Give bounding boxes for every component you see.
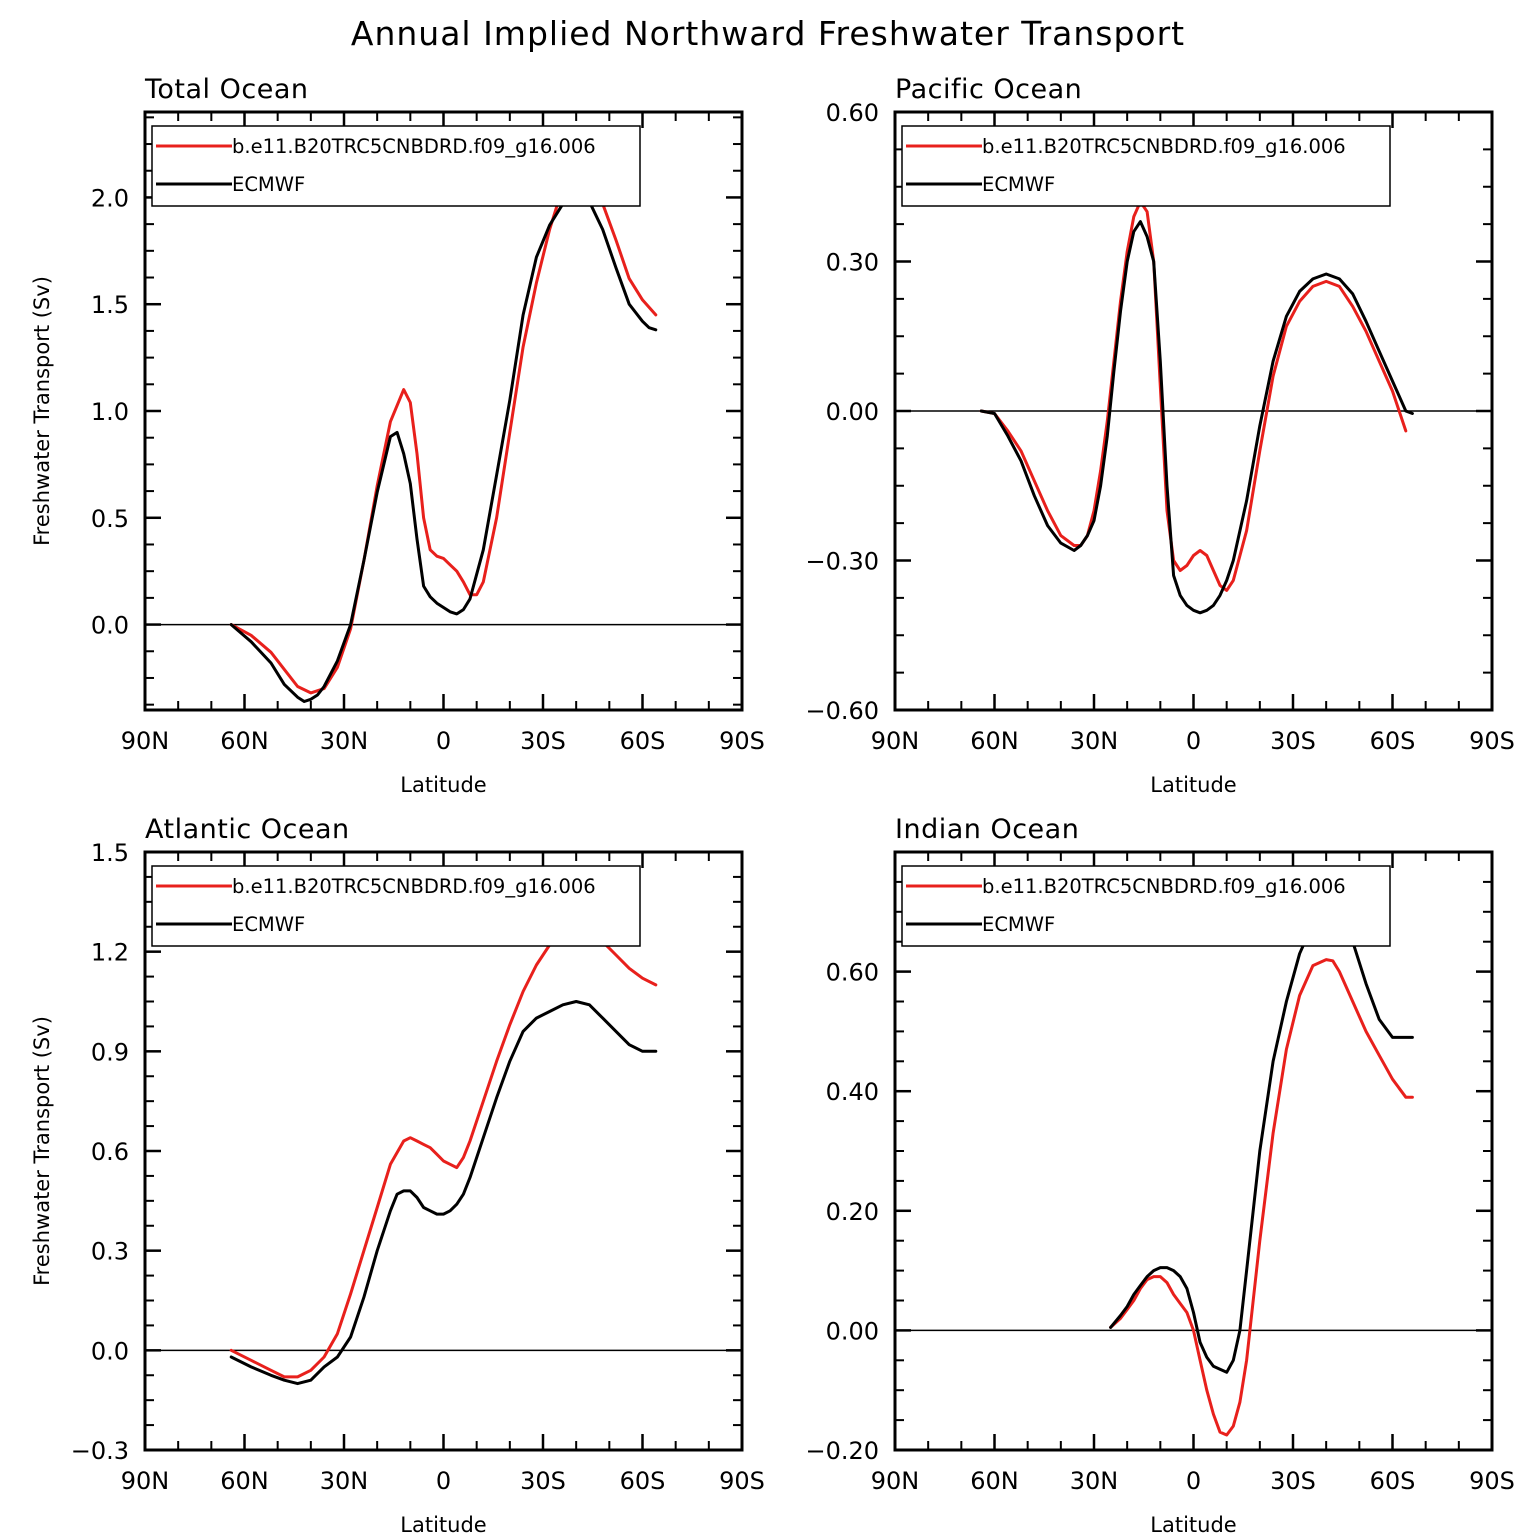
- y-tick-label: 0.60: [826, 959, 879, 987]
- legend-box: [901, 865, 1391, 947]
- plot-frame: [893, 850, 1494, 1452]
- plot-frame: [143, 110, 744, 712]
- series-line-0: [229, 161, 658, 695]
- y-tick-label: 0.00: [826, 1317, 879, 1345]
- panel-title: Atlantic Ocean: [145, 814, 350, 845]
- panel-2: Atlantic Ocean 90N 60N 30N 0 30S 60S 90S −0.3 0.0…: [30, 814, 765, 1536]
- x-tick-label: 90S: [719, 1467, 765, 1495]
- y-tick-label: 0.5: [91, 505, 129, 533]
- panel-1: Pacific Ocean 90N 60N 30N 0 30S 60S 90S −0.60 −0.…: [805, 74, 1514, 797]
- y-tick-label: 1.5: [91, 291, 129, 319]
- x-axis-label: Latitude: [1150, 1513, 1236, 1536]
- series-line-0: [229, 923, 658, 1379]
- y-tick-label: 0.00: [826, 398, 879, 426]
- y-tick-label: 0.6: [91, 1138, 129, 1166]
- panel-title: Pacific Ocean: [895, 74, 1082, 105]
- legend-box: [901, 125, 1391, 207]
- series-line-1: [1109, 904, 1414, 1374]
- x-tick-label: 0: [436, 1467, 451, 1495]
- x-tick-label: 30S: [520, 1467, 566, 1495]
- x-axis-label: Latitude: [400, 773, 486, 797]
- x-tick-label: 0: [1186, 727, 1201, 755]
- x-tick-label: 90S: [1469, 1467, 1515, 1495]
- series-line-0: [1109, 958, 1414, 1437]
- x-tick-label: 0: [1186, 1467, 1201, 1495]
- panel-0: Total Ocean 90N 60N 30N 0 30S 60S 90S 0.0 0.5 1.0 1…: [30, 74, 765, 797]
- x-tick-label: 90S: [719, 727, 765, 755]
- x-tick-label: 30N: [320, 1467, 369, 1495]
- y-tick-label: 1.0: [91, 398, 129, 426]
- series-line-0: [979, 200, 1408, 592]
- x-tick-label: 90N: [121, 727, 170, 755]
- x-axis-label: Latitude: [400, 1513, 486, 1536]
- y-tick-label: 0.0: [91, 612, 129, 640]
- y-tick-label: 0.40: [826, 1078, 879, 1106]
- legend-label: ECMWF: [232, 173, 305, 196]
- x-tick-label: 30N: [1070, 727, 1119, 755]
- x-tick-label: 60N: [970, 727, 1019, 755]
- series-line-1: [979, 220, 1414, 615]
- y-tick-label: 0.20: [826, 1198, 879, 1226]
- series-line-1: [229, 193, 658, 703]
- legend-box: [151, 865, 641, 947]
- x-tick-label: 60N: [970, 1467, 1019, 1495]
- legend-label: b.e11.B20TRC5CNBDRD.f09_g16.006: [982, 875, 1346, 898]
- y-tick-label: −0.20: [805, 1437, 879, 1465]
- figure-title: Annual Implied Northward Freshwater Tran…: [351, 14, 1185, 53]
- y-tick-label: 0.3: [91, 1238, 129, 1266]
- y-tick-label: 1.2: [91, 939, 129, 967]
- y-tick-label: 0.0: [91, 1337, 129, 1365]
- y-axis-label: Freshwater Transport (Sv): [30, 276, 54, 546]
- legend-label: ECMWF: [982, 173, 1055, 196]
- y-tick-label: −0.60: [805, 697, 879, 725]
- y-tick-label: −0.3: [71, 1437, 129, 1465]
- legend-box: [151, 125, 641, 207]
- y-tick-label: −0.30: [805, 548, 879, 576]
- legend-label: ECMWF: [982, 913, 1055, 936]
- x-tick-label: 90N: [871, 1467, 920, 1495]
- x-axis-label: Latitude: [1150, 773, 1236, 797]
- x-tick-label: 30S: [1270, 1467, 1316, 1495]
- x-tick-label: 30N: [1070, 1467, 1119, 1495]
- x-tick-label: 60N: [220, 1467, 269, 1495]
- x-tick-label: 90S: [1469, 727, 1515, 755]
- panel-title: Total Ocean: [144, 74, 309, 105]
- x-tick-label: 60S: [1370, 1467, 1416, 1495]
- y-tick-label: 0.30: [826, 249, 879, 277]
- legend-label: b.e11.B20TRC5CNBDRD.f09_g16.006: [232, 875, 596, 898]
- y-tick-label: 0.9: [91, 1038, 129, 1066]
- legend-label: b.e11.B20TRC5CNBDRD.f09_g16.006: [232, 135, 596, 158]
- panel-title: Indian Ocean: [895, 814, 1079, 845]
- series-line-1: [229, 1000, 658, 1386]
- x-tick-label: 30S: [520, 727, 566, 755]
- plot-frame: [143, 850, 744, 1452]
- x-tick-label: 60N: [220, 727, 269, 755]
- y-axis-label: Freshwater Transport (Sv): [30, 1016, 54, 1286]
- y-tick-label: 1.5: [91, 839, 129, 867]
- x-tick-label: 90N: [871, 727, 920, 755]
- x-tick-label: 30N: [320, 727, 369, 755]
- panel-3: Indian Ocean 90N 60N 30N 0 30S 60S 90S −0.20 0.00…: [805, 814, 1514, 1536]
- y-tick-label: 0.60: [826, 99, 879, 127]
- x-tick-label: 60S: [620, 1467, 666, 1495]
- x-tick-label: 60S: [1370, 727, 1416, 755]
- x-tick-label: 90N: [121, 1467, 170, 1495]
- legend-label: b.e11.B20TRC5CNBDRD.f09_g16.006: [982, 135, 1346, 158]
- x-tick-label: 60S: [620, 727, 666, 755]
- x-tick-label: 30S: [1270, 727, 1316, 755]
- y-tick-label: 2.0: [91, 184, 129, 212]
- legend-label: ECMWF: [232, 913, 305, 936]
- plot-frame: [893, 110, 1494, 712]
- x-tick-label: 0: [436, 727, 451, 755]
